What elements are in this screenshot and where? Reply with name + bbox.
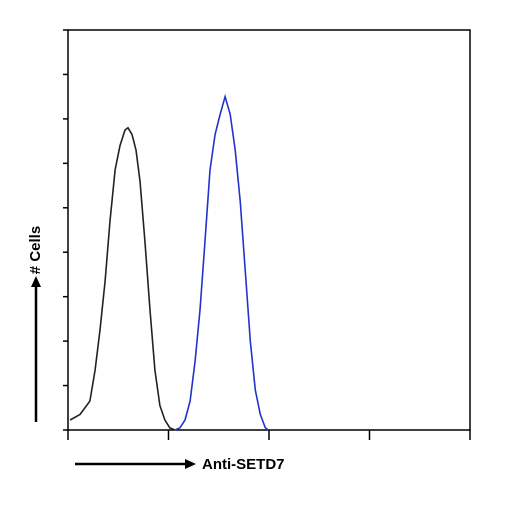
x-axis-label: Anti-SETD7 [202,456,285,473]
x-arrowhead [185,459,196,469]
y-arrowhead [31,276,41,287]
plot-frame [67,29,471,431]
histogram-line [69,126,176,431]
y-axis-label: # Cells [27,226,44,274]
histogram-line [174,93,269,431]
